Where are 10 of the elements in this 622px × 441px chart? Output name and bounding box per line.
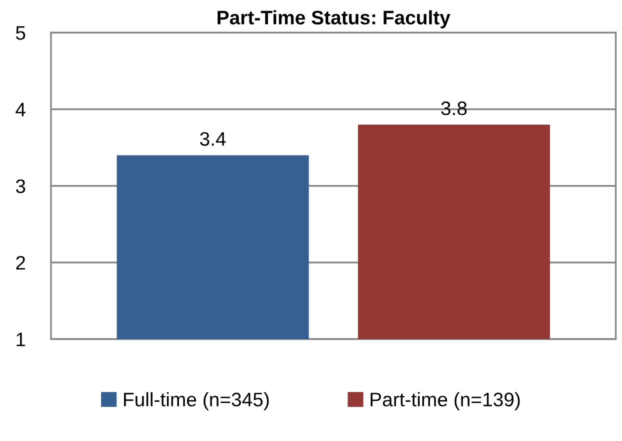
legend-label: Part-time (n=139) <box>370 392 520 410</box>
y-tick-label: 2 <box>16 256 26 270</box>
data-label: 3.4 <box>200 132 226 146</box>
y-tick-label: 4 <box>16 102 26 116</box>
data-label: 3.8 <box>441 101 467 116</box>
legend-label: Full-time (n=345) <box>124 392 269 410</box>
y-tick-label: 5 <box>16 26 26 40</box>
chart-title: Part-Time Status: Faculty <box>218 10 450 28</box>
y-tick-label: 1 <box>16 332 26 346</box>
y-tick-label: 3 <box>16 179 26 194</box>
